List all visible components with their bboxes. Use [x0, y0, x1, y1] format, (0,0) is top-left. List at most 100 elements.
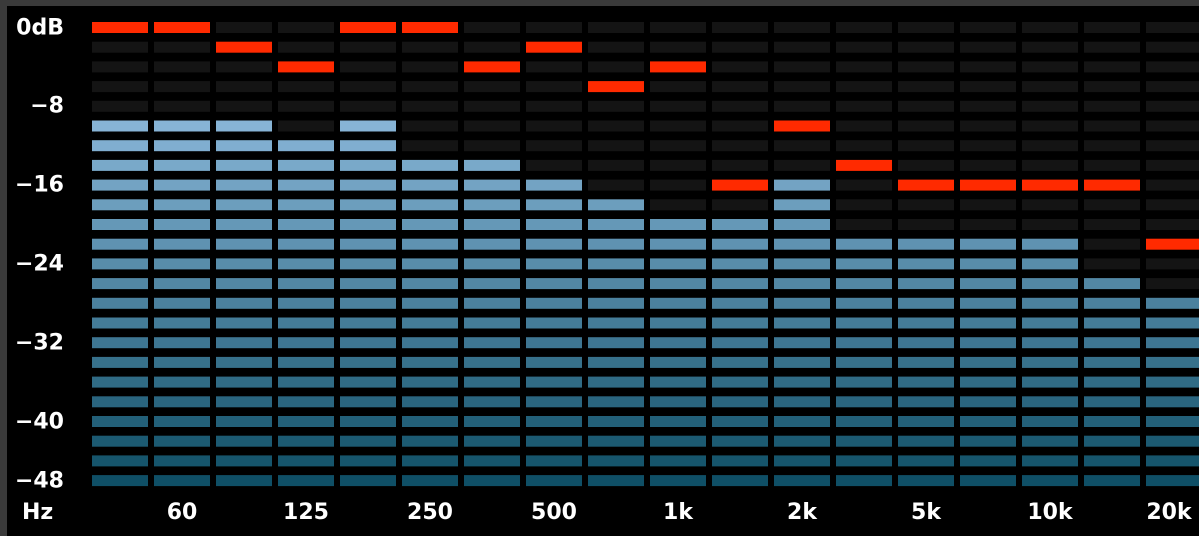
level-segment: [92, 238, 148, 250]
peak-hold-segment: [402, 22, 458, 33]
level-segment: [960, 238, 1016, 250]
level-segment: [278, 337, 334, 349]
level-segment: [774, 337, 830, 349]
unlit-segment: [1146, 179, 1199, 191]
unlit-segment: [92, 61, 148, 73]
unlit-segment: [836, 61, 892, 73]
level-segment: [154, 455, 210, 467]
level-segment: [464, 337, 520, 349]
db-label: −48: [14, 468, 64, 494]
level-segment: [464, 475, 520, 487]
level-segment: [278, 376, 334, 388]
unlit-segment: [836, 219, 892, 230]
unlit-segment: [960, 159, 1016, 171]
unlit-segment: [836, 199, 892, 211]
level-segment: [1146, 356, 1199, 368]
level-segment: [650, 258, 706, 270]
level-segment: [154, 376, 210, 388]
unlit-segment: [464, 120, 520, 132]
level-segment: [960, 396, 1016, 408]
unlit-segment: [1084, 258, 1140, 270]
unlit-segment: [712, 100, 768, 112]
peak-hold-segment: [1146, 238, 1199, 250]
peak-hold-segment: [1022, 179, 1078, 191]
level-segment: [402, 356, 458, 368]
unlit-segment: [1146, 41, 1199, 53]
unlit-segment: [154, 61, 210, 73]
unlit-segment: [464, 100, 520, 112]
level-segment: [650, 455, 706, 467]
level-segment: [588, 396, 644, 408]
level-segment: [1084, 278, 1140, 290]
unlit-segment: [1022, 22, 1078, 33]
unlit-segment: [898, 81, 954, 93]
level-segment: [216, 317, 272, 329]
level-segment: [340, 455, 396, 467]
level-segment: [774, 238, 830, 250]
unlit-segment: [898, 199, 954, 211]
level-segment: [650, 317, 706, 329]
level-segment: [1022, 297, 1078, 309]
unlit-segment: [774, 81, 830, 93]
frequency-label: 10k: [1027, 500, 1073, 525]
level-segment: [774, 297, 830, 309]
level-segment: [898, 297, 954, 309]
level-segment: [588, 356, 644, 368]
level-segment: [836, 416, 892, 427]
level-segment: [340, 238, 396, 250]
peak-hold-segment: [92, 22, 148, 33]
unlit-segment: [650, 199, 706, 211]
unlit-segment: [1084, 159, 1140, 171]
unlit-segment: [898, 120, 954, 132]
level-segment: [1022, 238, 1078, 250]
unlit-segment: [836, 179, 892, 191]
db-label: −24: [14, 251, 64, 277]
level-segment: [92, 376, 148, 388]
window-edge-top: [0, 0, 1199, 6]
unlit-segment: [1146, 81, 1199, 93]
level-segment: [1084, 416, 1140, 427]
level-segment: [1022, 435, 1078, 447]
unlit-segment: [1084, 199, 1140, 211]
level-segment: [464, 219, 520, 230]
level-segment: [526, 238, 582, 250]
level-segment: [340, 199, 396, 211]
unlit-segment: [526, 120, 582, 132]
level-segment: [92, 258, 148, 270]
level-segment: [774, 376, 830, 388]
level-segment: [588, 317, 644, 329]
unlit-segment: [92, 100, 148, 112]
unlit-segment: [464, 41, 520, 53]
unlit-segment: [588, 22, 644, 33]
level-segment: [526, 219, 582, 230]
level-segment: [898, 278, 954, 290]
window-edge-left: [0, 0, 7, 536]
level-segment: [526, 435, 582, 447]
level-segment: [402, 376, 458, 388]
level-segment: [1146, 396, 1199, 408]
peak-hold-segment: [526, 41, 582, 53]
unlit-segment: [712, 41, 768, 53]
unlit-segment: [836, 22, 892, 33]
level-segment: [836, 376, 892, 388]
unlit-segment: [774, 61, 830, 73]
level-segment: [154, 416, 210, 427]
unlit-segment: [1022, 120, 1078, 132]
level-segment: [1146, 435, 1199, 447]
db-label: −8: [30, 93, 64, 119]
level-segment: [464, 199, 520, 211]
unlit-segment: [712, 199, 768, 211]
unlit-segment: [278, 41, 334, 53]
unlit-segment: [216, 61, 272, 73]
level-segment: [712, 317, 768, 329]
level-segment: [960, 435, 1016, 447]
level-segment: [154, 238, 210, 250]
level-segment: [1146, 475, 1199, 487]
level-segment: [216, 297, 272, 309]
unlit-segment: [1022, 100, 1078, 112]
unlit-segment: [960, 81, 1016, 93]
level-segment: [92, 396, 148, 408]
level-segment: [278, 278, 334, 290]
frequency-label: 20k: [1146, 500, 1192, 525]
level-segment: [402, 317, 458, 329]
